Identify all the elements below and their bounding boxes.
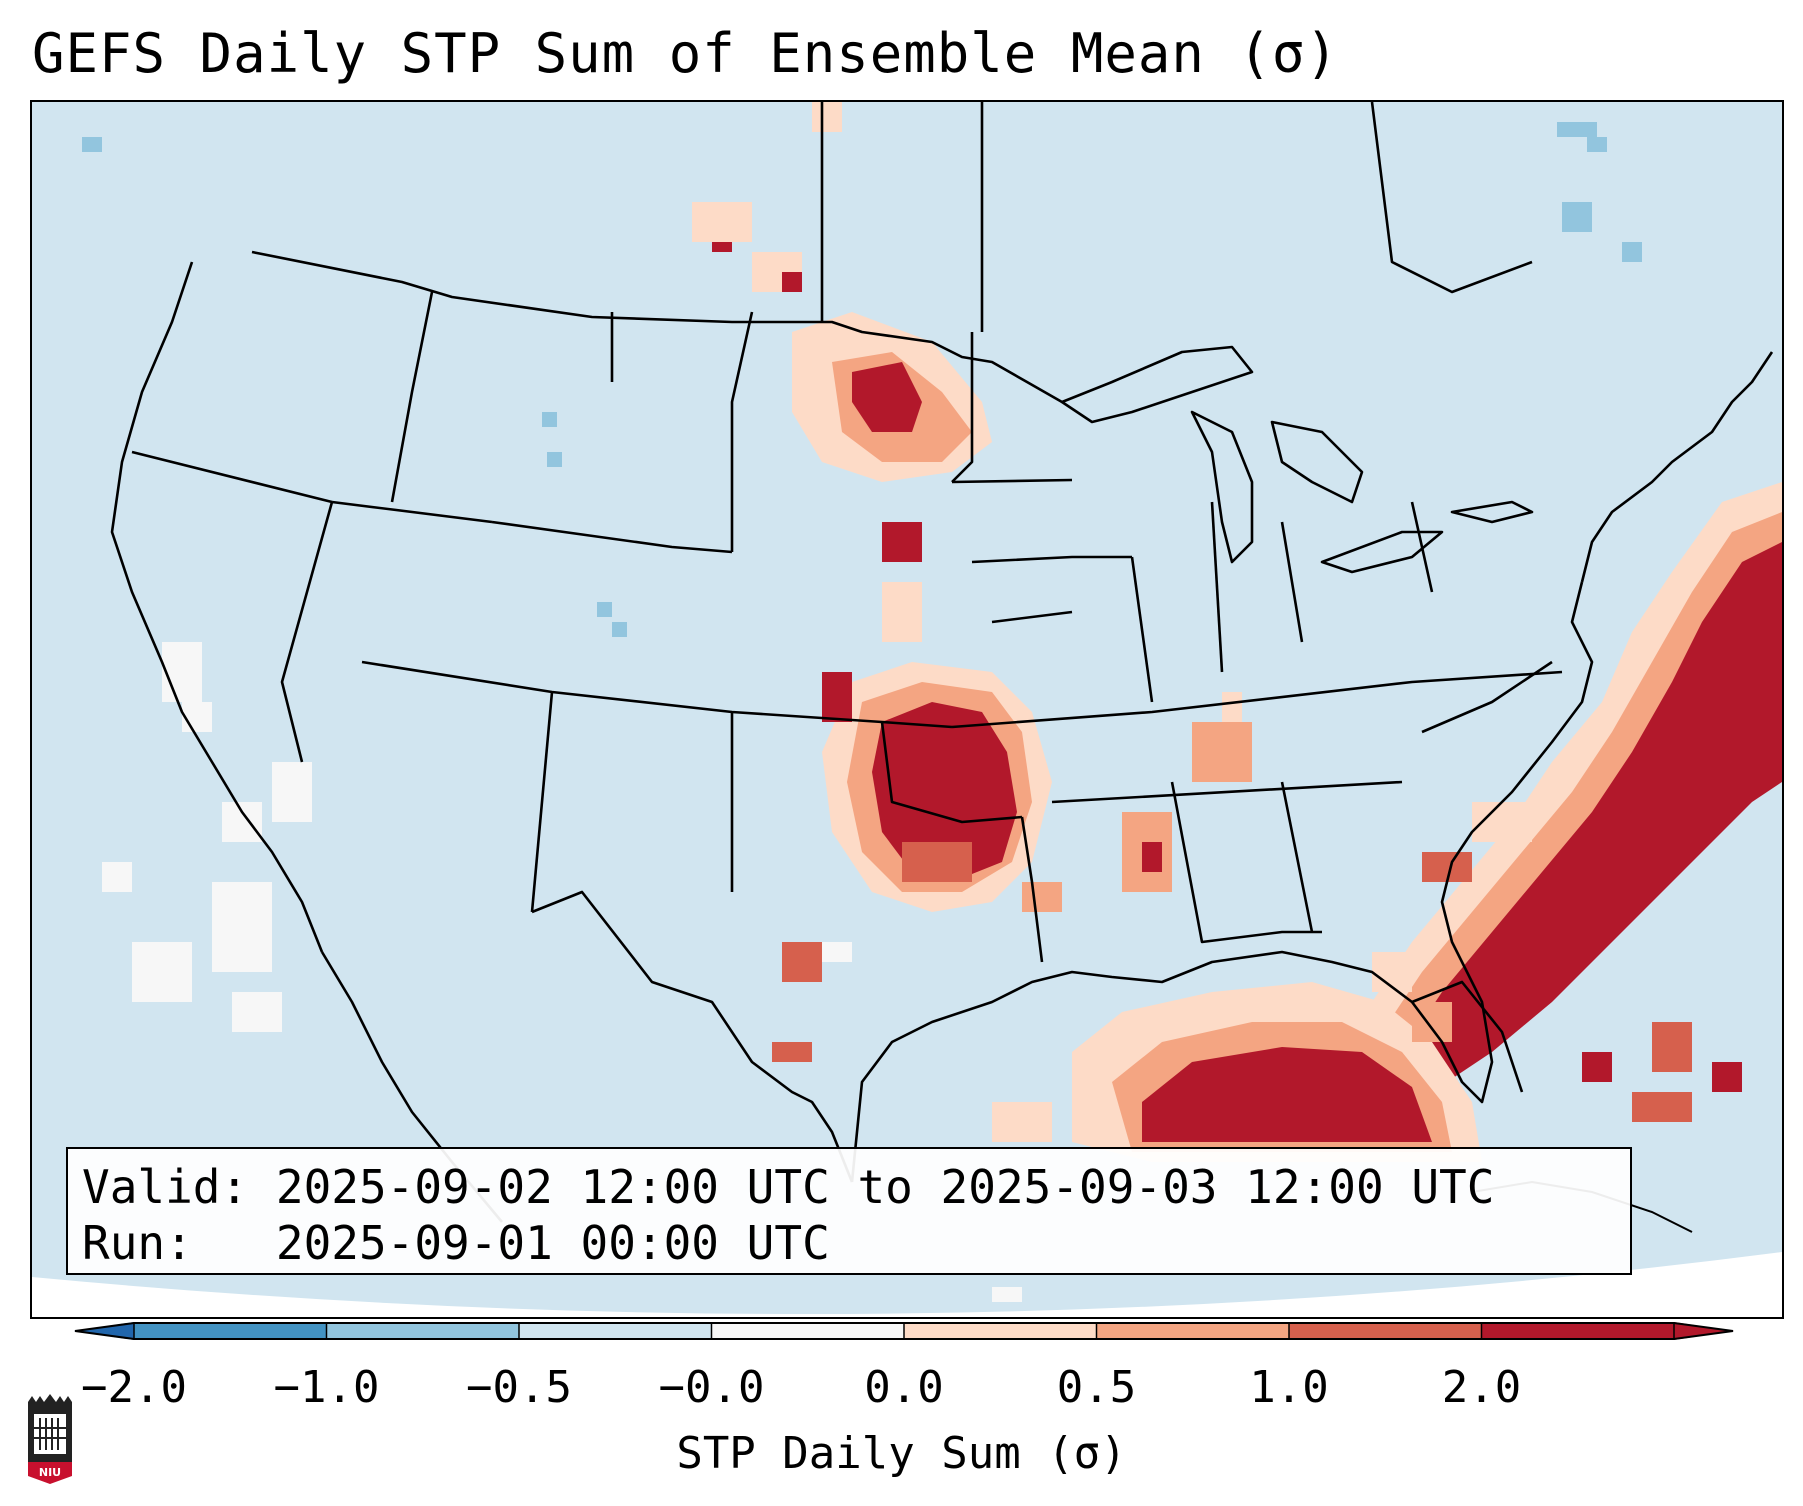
lake-ontario [1450, 500, 1534, 524]
colorbar-tick-label: −2.0 [81, 1362, 187, 1413]
misc-positive-anomaly [772, 582, 1532, 1062]
niu-logo: NIU [28, 1394, 72, 1484]
atlantic-positive-anomaly [1312, 482, 1782, 1122]
colorbar-bin [134, 1322, 327, 1340]
pacific-coastline [110, 261, 324, 953]
map-panel [30, 100, 1784, 1319]
valid-run-info-box: Valid: 2025-09-02 12:00 UTC to 2025-09-0… [66, 1147, 1632, 1275]
lake-superior [1060, 345, 1254, 424]
dakotas-positive-anomaly [692, 102, 992, 562]
florida-coastline [1411, 980, 1524, 1093]
lake-huron [1270, 420, 1364, 504]
colorbar-tick-label: −0.5 [466, 1362, 572, 1413]
colorbar-label: STP Daily Sum (σ) [676, 1428, 1127, 1479]
run-label: Run: [82, 1216, 193, 1270]
colorbar-bin [519, 1322, 712, 1340]
colorbar-bin [1289, 1322, 1482, 1340]
lake-michigan [1190, 410, 1254, 564]
lake-erie [1320, 530, 1444, 574]
colorbar-tick-label: −1.0 [273, 1362, 380, 1413]
gulf-positive-anomaly [992, 952, 1482, 1162]
colorbar-tick-label: 1.0 [1249, 1362, 1329, 1413]
chart-title: GEFS Daily STP Sum of Ensemble Mean (σ) [32, 22, 1339, 85]
colorbar-over-arrow [1674, 1322, 1734, 1340]
colorbar-bin [326, 1322, 520, 1340]
map-canvas [32, 102, 1782, 1315]
colorbar-tick-label: −0.0 [658, 1362, 765, 1413]
logo-text: NIU [39, 1466, 61, 1479]
colorbar-bin [904, 1322, 1097, 1340]
colorbar-bin [1096, 1322, 1290, 1340]
colorbar [74, 1322, 1734, 1340]
valid-time-range: 2025-09-02 12:00 UTC to 2025-09-03 12:00… [275, 1160, 1495, 1214]
colorbar-tick-label: 0.0 [864, 1362, 944, 1413]
colorbar-bin [1481, 1322, 1675, 1340]
gulf-coastline [531, 890, 854, 1183]
run-time: 2025-09-01 00:00 UTC [275, 1216, 830, 1270]
colorbar-tick-label: 2.0 [1441, 1362, 1522, 1413]
neutral-anomaly-patches [102, 642, 1022, 1302]
colorbar-tick-label: 0.5 [1056, 1362, 1137, 1413]
northeast-coastline [1580, 351, 1774, 583]
boundaries [110, 102, 1774, 1233]
colorbar-bin [711, 1322, 905, 1340]
colorbar-under-arrow [74, 1322, 134, 1340]
negative-anomaly-patches [82, 122, 1642, 637]
valid-label: Valid: [82, 1160, 249, 1214]
